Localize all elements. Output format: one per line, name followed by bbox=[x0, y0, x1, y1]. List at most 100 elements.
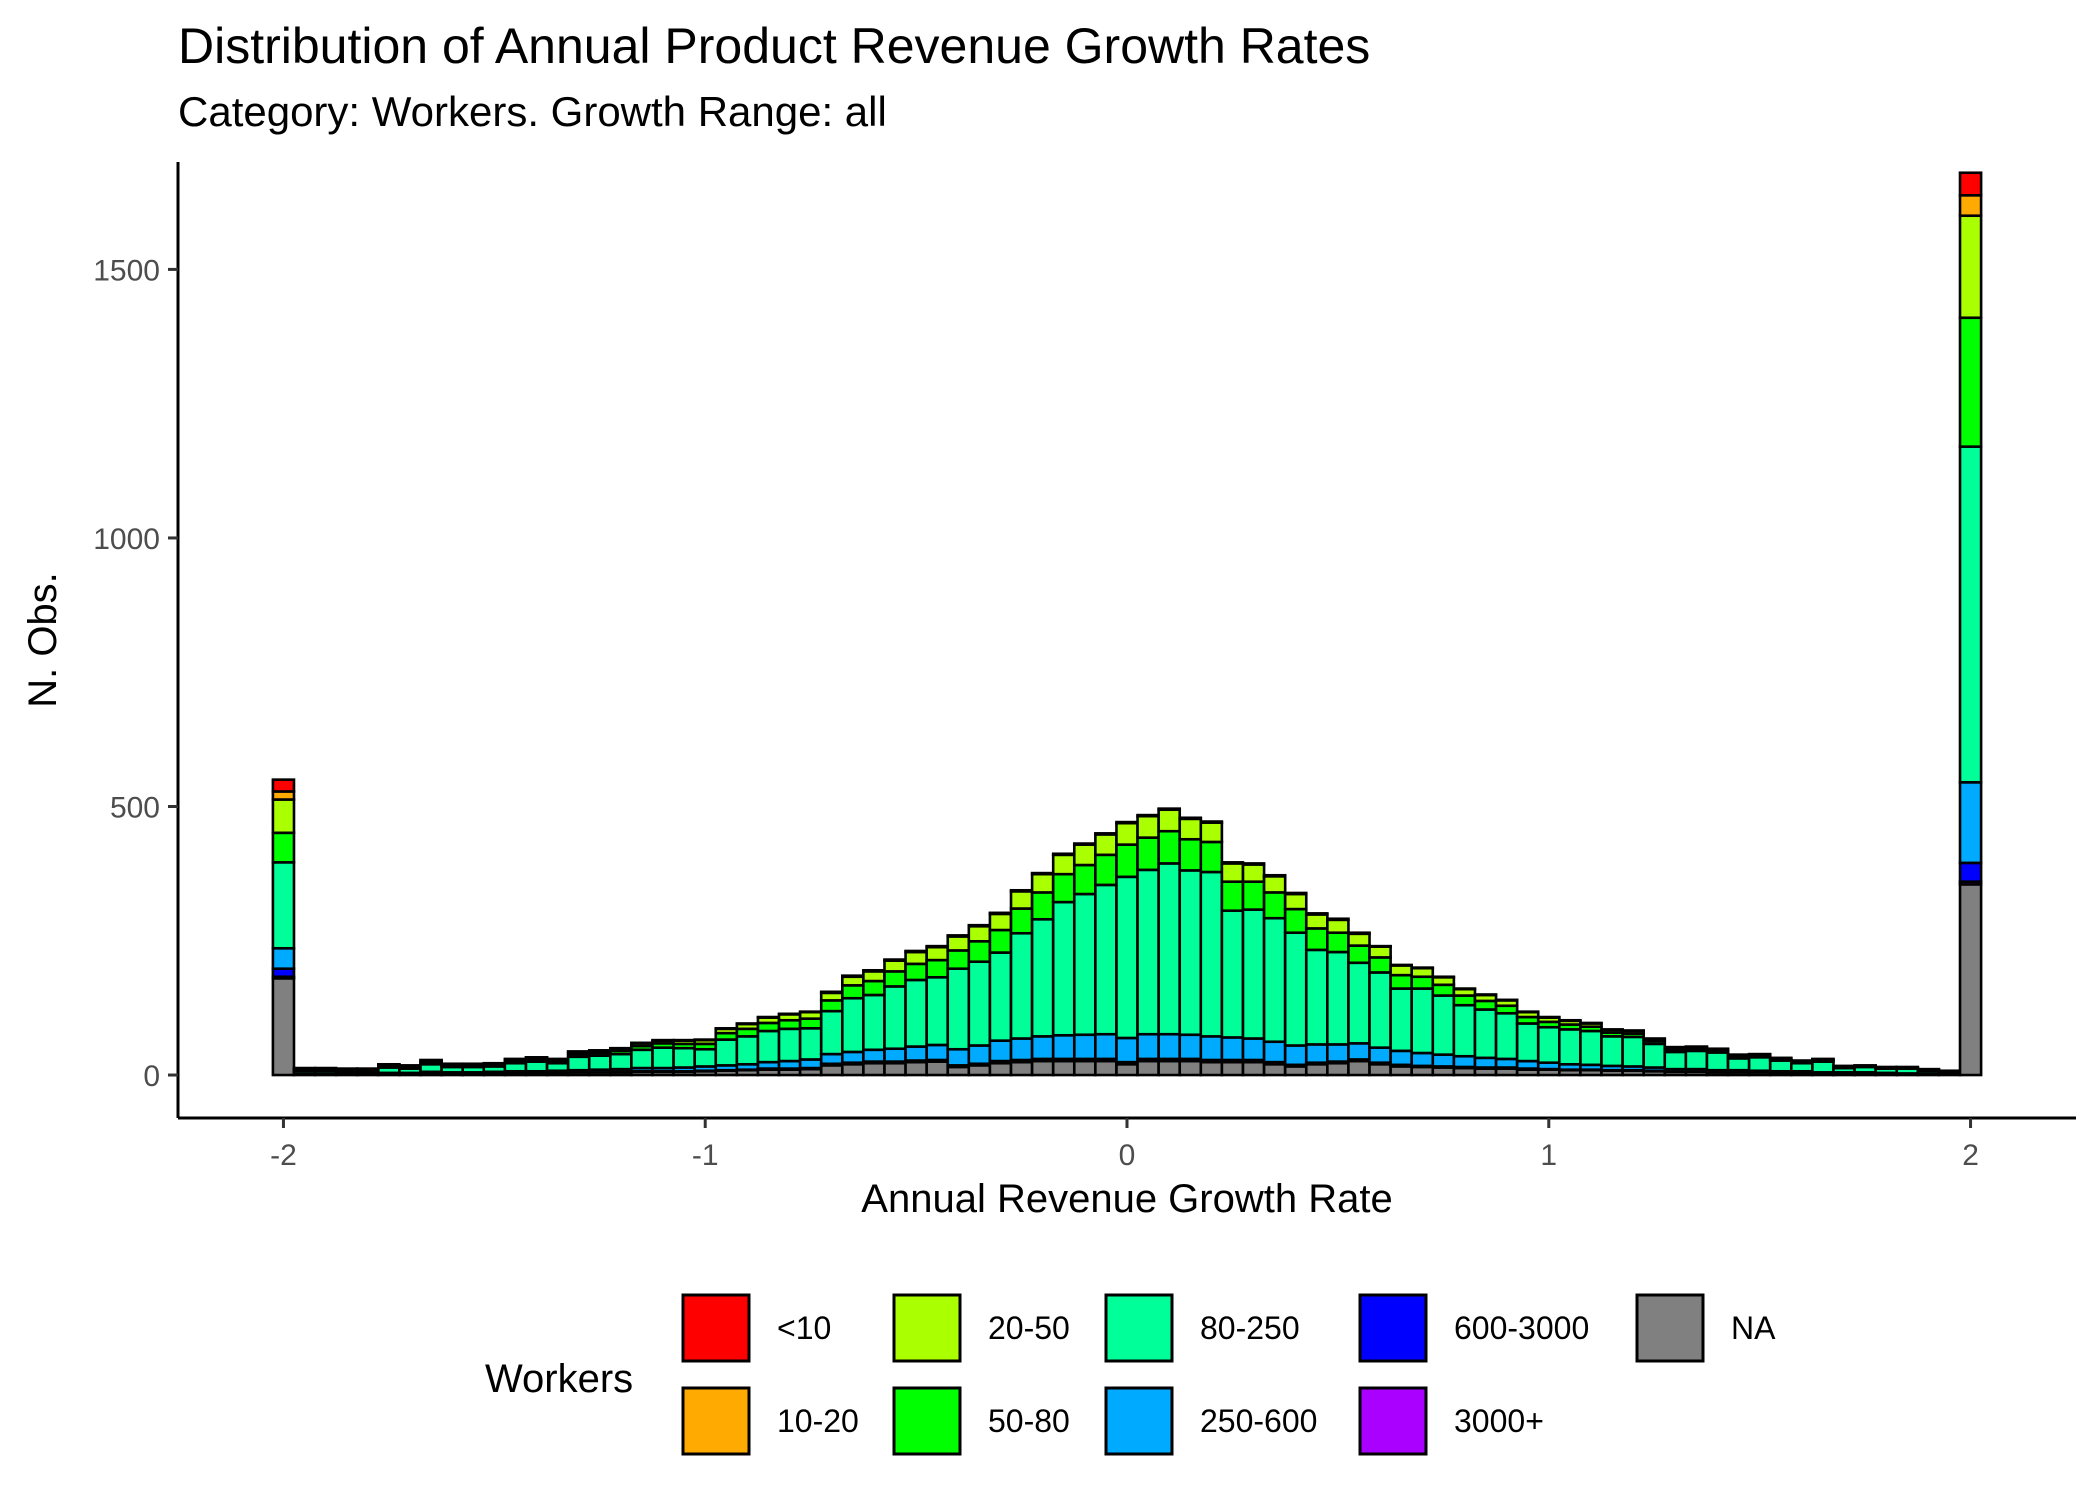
bar-segment bbox=[1241, 862, 1266, 866]
bar-segment bbox=[1262, 875, 1287, 894]
bar-segment bbox=[862, 993, 886, 1052]
bar-segment bbox=[967, 924, 992, 943]
bar-segment bbox=[1199, 870, 1224, 1038]
bar-segment bbox=[1283, 907, 1308, 935]
bar-segment bbox=[1094, 883, 1118, 1036]
legend-label: 10-20 bbox=[777, 1403, 859, 1439]
bar-segment bbox=[1937, 1069, 1962, 1073]
bar-segment bbox=[840, 1062, 865, 1077]
bar-segment bbox=[1157, 1059, 1182, 1077]
bar-segment bbox=[1283, 1044, 1308, 1067]
bar-segment bbox=[271, 778, 296, 793]
bar-segment bbox=[1115, 820, 1139, 825]
bar-segment bbox=[883, 985, 907, 1051]
bar-segment bbox=[1304, 927, 1329, 952]
bar-segment bbox=[904, 962, 928, 982]
bar-segment bbox=[1178, 817, 1203, 841]
bar-segment bbox=[1030, 891, 1055, 921]
bar-segment bbox=[1347, 1042, 1371, 1061]
legend-key bbox=[1358, 1293, 1428, 1363]
bar-segment bbox=[1705, 1051, 1730, 1072]
bar-segment bbox=[1494, 998, 1519, 1002]
x-tick-label: 2 bbox=[1962, 1139, 1979, 1172]
legend-label: <10 bbox=[777, 1310, 831, 1346]
bar-segment bbox=[1009, 907, 1034, 935]
bar-segment bbox=[1368, 944, 1392, 948]
legend-label: 80-250 bbox=[1200, 1310, 1300, 1346]
bar-segment bbox=[756, 1015, 781, 1019]
bar-segment bbox=[925, 1043, 950, 1062]
bar-segment bbox=[1072, 863, 1097, 896]
legend-label: 50-80 bbox=[988, 1403, 1070, 1439]
legend-key bbox=[892, 1386, 962, 1456]
bar-segment bbox=[883, 959, 907, 973]
bar-segment bbox=[1895, 1065, 1920, 1069]
bar-segment bbox=[988, 911, 1013, 916]
bar-segment bbox=[819, 999, 844, 1013]
bar-segment bbox=[1283, 892, 1308, 911]
bar-segment bbox=[904, 949, 928, 954]
bar-segment bbox=[1811, 1057, 1835, 1061]
bar-segment bbox=[819, 1064, 844, 1077]
bar-segment bbox=[925, 1060, 950, 1077]
legend-key bbox=[681, 1293, 751, 1363]
bar-segment bbox=[1115, 843, 1139, 879]
legend-key bbox=[1635, 1293, 1705, 1363]
bar-segment bbox=[1157, 829, 1182, 865]
bar-segment bbox=[1241, 863, 1266, 883]
bar-segment bbox=[1030, 917, 1055, 1038]
bar-segment bbox=[862, 968, 886, 973]
bar-segment bbox=[1621, 1035, 1645, 1068]
bar-segment bbox=[819, 1052, 844, 1066]
bar-segment bbox=[334, 1067, 359, 1071]
bar-segment bbox=[1326, 1043, 1350, 1063]
bar-segment bbox=[1558, 1018, 1582, 1023]
bar-segment bbox=[566, 1050, 591, 1054]
bar-segment bbox=[1473, 993, 1498, 997]
bar-segment bbox=[1958, 194, 1983, 218]
bar-segment bbox=[587, 1054, 612, 1071]
bar-segment bbox=[1304, 948, 1329, 1046]
bar-segment bbox=[1452, 1054, 1477, 1069]
bar-segment bbox=[1326, 917, 1350, 922]
bar-segment bbox=[355, 1067, 380, 1071]
bar-segment bbox=[313, 1066, 338, 1070]
bar-segment bbox=[1051, 853, 1076, 876]
bar-segment bbox=[1431, 994, 1456, 1056]
bar-segment bbox=[840, 984, 865, 1000]
bar-segment bbox=[1368, 956, 1392, 974]
bar-segment bbox=[1199, 820, 1224, 824]
bar-segment bbox=[1178, 869, 1203, 1037]
bar-segment bbox=[1072, 842, 1097, 846]
bar-segment bbox=[1009, 931, 1034, 1040]
x-axis-title: Annual Revenue Growth Rate bbox=[861, 1177, 1392, 1221]
bar-segment bbox=[1157, 862, 1182, 1036]
bar-segment bbox=[798, 1027, 823, 1061]
bar-segment bbox=[1642, 1037, 1667, 1041]
bar-segment bbox=[1051, 852, 1076, 857]
bar-segment bbox=[630, 1048, 654, 1070]
bar-segment bbox=[1262, 916, 1287, 1044]
bar-segment bbox=[1072, 843, 1097, 867]
bar-segment bbox=[1389, 973, 1413, 990]
y-tick-label: 0 bbox=[143, 1060, 160, 1093]
bar-segment bbox=[482, 1061, 507, 1066]
bar-segment bbox=[1115, 1062, 1139, 1077]
bar-segment bbox=[1726, 1053, 1751, 1057]
x-tick-label: -1 bbox=[692, 1139, 719, 1172]
bar-segment bbox=[440, 1062, 464, 1066]
bar-segment bbox=[1536, 1025, 1561, 1064]
bar-segment bbox=[1705, 1047, 1730, 1051]
bar-segment bbox=[1747, 1056, 1772, 1073]
bar-segment bbox=[1726, 1057, 1751, 1072]
bar-segment bbox=[587, 1049, 612, 1053]
bar-segment bbox=[1536, 1015, 1561, 1019]
bar-segment bbox=[862, 1061, 886, 1077]
bar-segment bbox=[1220, 880, 1245, 912]
bar-segment bbox=[925, 975, 950, 1047]
bar-segment bbox=[1663, 1045, 1688, 1049]
bar-segment bbox=[1347, 1059, 1371, 1077]
bar-segment bbox=[1241, 908, 1266, 1040]
bar-segment bbox=[1347, 944, 1371, 965]
bar-segment bbox=[925, 944, 950, 949]
